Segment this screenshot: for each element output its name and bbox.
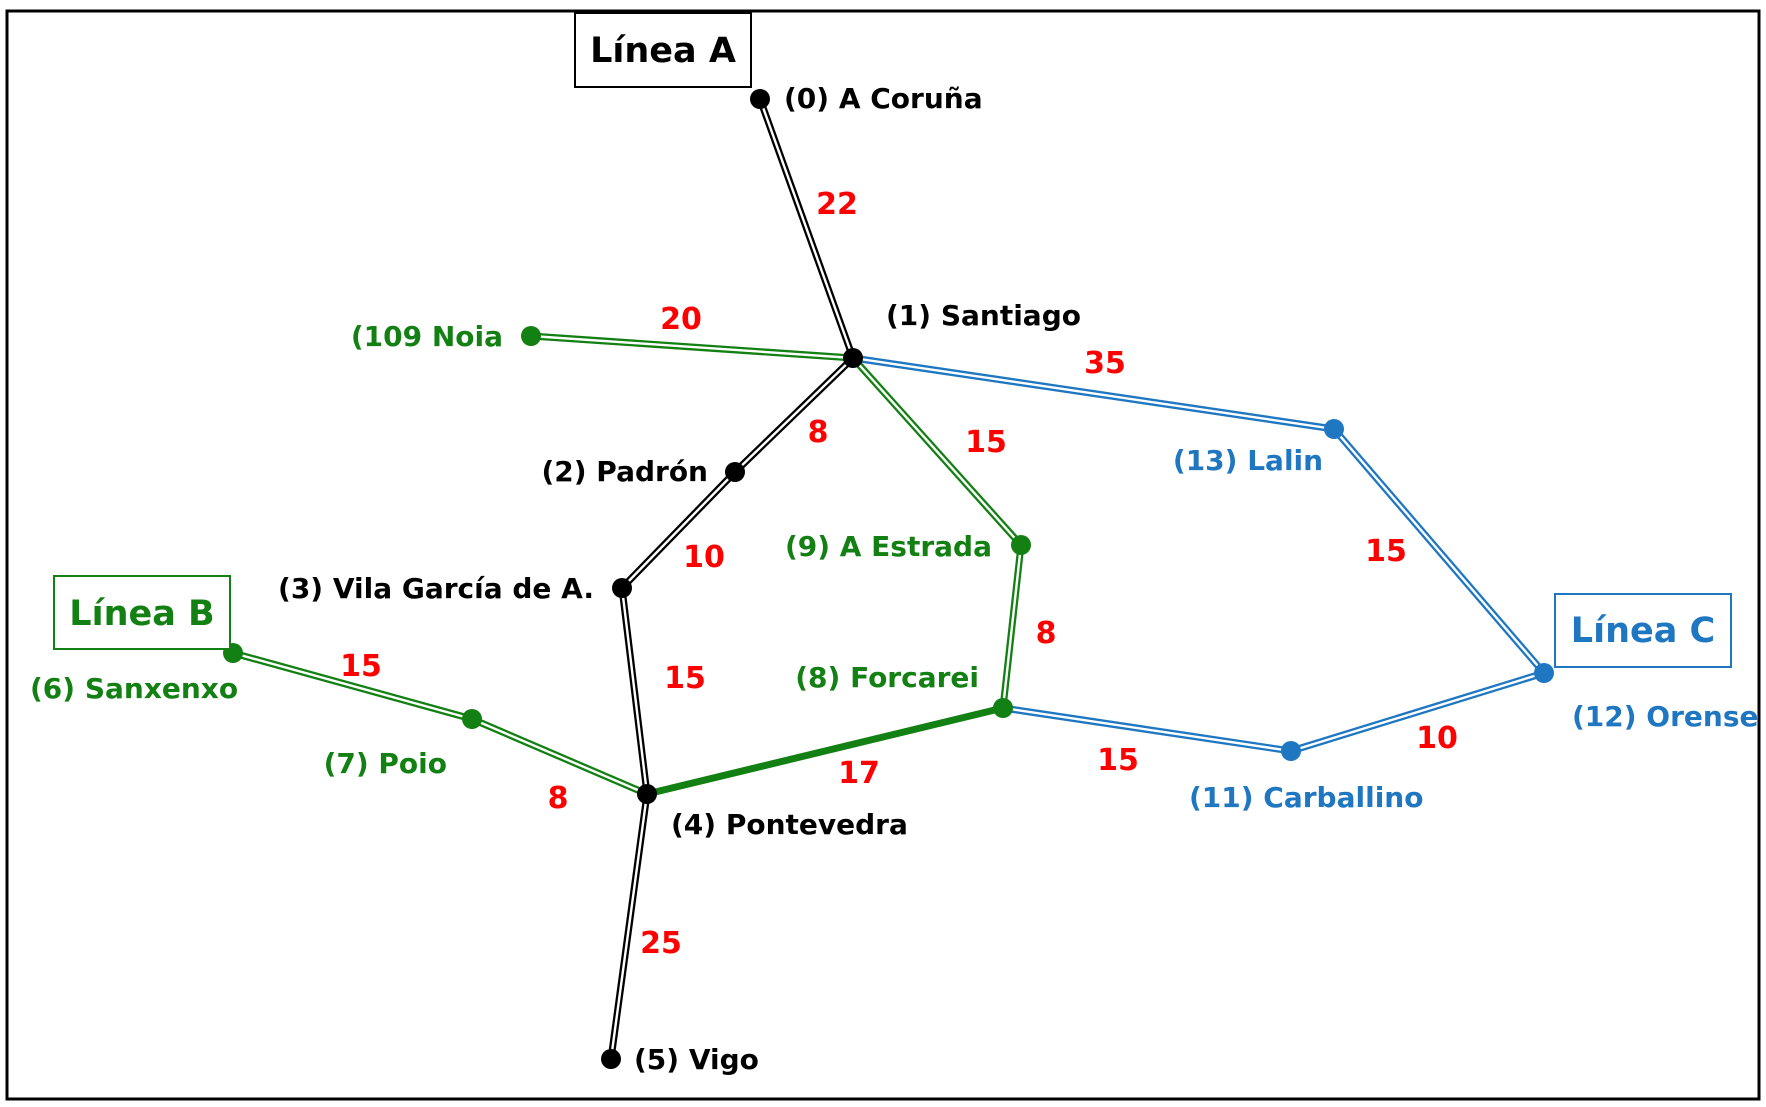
edge-s10-s1: [527, 332, 857, 362]
station-node-s5: [601, 1049, 621, 1069]
station-node-s2: [725, 462, 745, 482]
station-node-s0: [750, 89, 770, 109]
edge-s8-s4: [643, 704, 1007, 798]
line-b-legend-box: Línea B: [53, 575, 231, 650]
edge-s4-s5: [607, 790, 651, 1063]
station-node-s10: [521, 326, 541, 346]
edge-s11-s8: [999, 704, 1295, 755]
station-label: (8) Forcarei: [795, 661, 979, 694]
station-label: (7) Poio: [324, 747, 447, 780]
line-b-title: Línea B: [69, 594, 214, 634]
diagram-border: [5, 9, 1761, 1101]
edge-weight-label: 15: [664, 661, 706, 696]
station-label: (109 Noia: [351, 320, 503, 353]
edge-s7-s4: [468, 715, 651, 798]
edge-weight-label: 15: [1097, 743, 1139, 778]
station-label: (4) Pontevedra: [671, 808, 908, 841]
station-label: (12) Orense: [1572, 700, 1759, 733]
edges-layer: [229, 95, 1548, 1063]
edge-weight-label: 15: [340, 649, 382, 684]
station-node-s3: [612, 578, 632, 598]
station-label: (6) Sanxenxo: [30, 672, 238, 705]
station-label: (0) A Coruña: [784, 82, 983, 115]
station-node-s9: [1011, 535, 1031, 555]
edge-weight-label: 22: [816, 187, 858, 222]
station-node-s4: [637, 784, 657, 804]
edge-weight-label: 15: [965, 425, 1007, 460]
station-label: (5) Vigo: [634, 1043, 759, 1076]
edge-s1-s13: [849, 354, 1338, 433]
line-c-title: Línea C: [1571, 611, 1715, 651]
edge-s3-s4: [618, 584, 651, 798]
edge-s0-s1: [756, 95, 857, 362]
nodes-layer: [223, 89, 1554, 1069]
edge-s9-s8: [999, 541, 1025, 712]
station-node-s13: [1324, 419, 1344, 439]
station-label: (13) Lalin: [1173, 444, 1323, 477]
edge-s2-s3: [618, 468, 739, 592]
edge-weight-label: 25: [640, 926, 682, 961]
edge-s1-s9: [849, 354, 1025, 549]
edge-s12-s11: [1287, 669, 1548, 755]
station-label: (3) Vila García de A.: [278, 572, 594, 605]
station-node-s7: [462, 709, 482, 729]
station-label: (2) Padrón: [541, 455, 708, 488]
station-node-s8: [993, 698, 1013, 718]
weights-layer: 22 8 10 15 25 20 15 8 17 15 8 35 15 10 15: [340, 187, 1458, 961]
edge-weight-label: 10: [683, 540, 725, 575]
edge-weight-label: 8: [808, 415, 829, 450]
station-node-s12: [1534, 663, 1554, 683]
edge-s13-s12: [1330, 425, 1548, 677]
edge-s1-s2: [731, 354, 857, 476]
edge-weight-label: 15: [1365, 534, 1407, 569]
line-a-legend-box: Línea A: [574, 12, 752, 88]
station-node-s11: [1281, 741, 1301, 761]
station-node-s1: [843, 348, 863, 368]
line-a-title: Línea A: [590, 31, 736, 71]
edge-weight-label: 20: [660, 302, 702, 337]
station-label: (1) Santiago: [886, 299, 1081, 332]
station-labels-layer: (0) A Coruña (1) Santiago (2) Padrón (3) Vi…: [30, 82, 1759, 1076]
edge-weight-label: 17: [838, 756, 880, 791]
station-label: (9) A Estrada: [785, 530, 992, 563]
edge-weight-label: 8: [548, 781, 569, 816]
edge-weight-label: 10: [1416, 721, 1458, 756]
edge-s6-s7: [229, 649, 476, 723]
edge-weight-label: 8: [1036, 616, 1057, 651]
station-label: (11) Carballino: [1189, 781, 1423, 814]
line-c-legend-box: Línea C: [1554, 593, 1732, 668]
edge-weight-label: 35: [1084, 346, 1126, 381]
